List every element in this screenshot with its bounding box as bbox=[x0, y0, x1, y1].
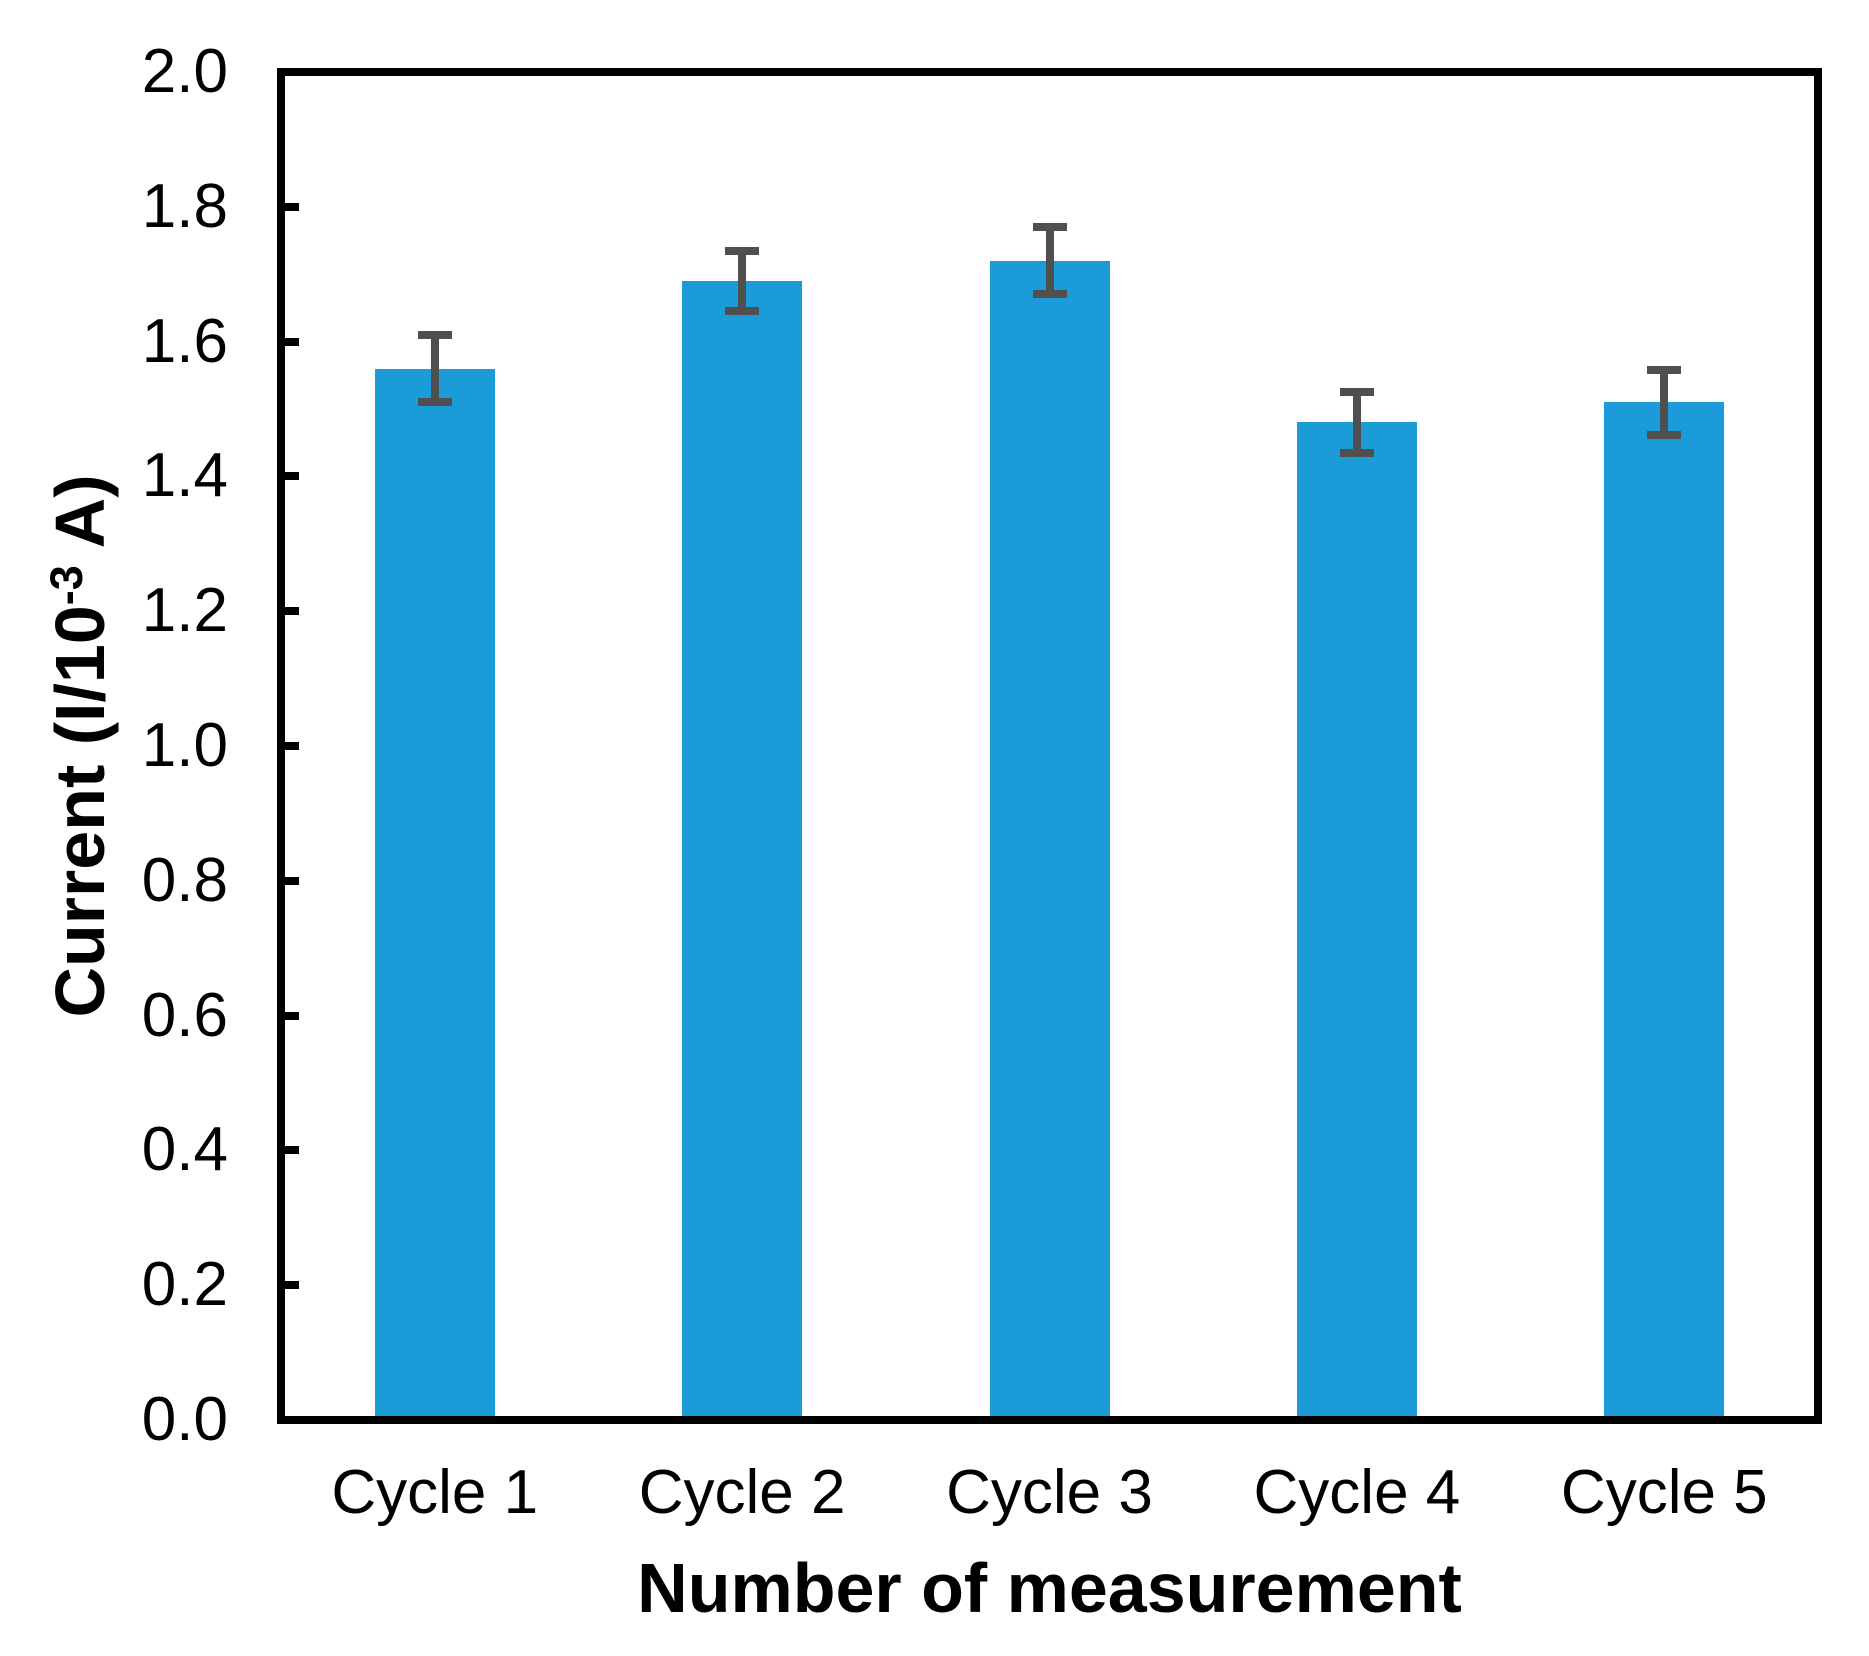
x-tick-label-cycle-1: Cycle 1 bbox=[331, 1458, 539, 1527]
bar-cycle-3 bbox=[989, 260, 1110, 1420]
y-tick-label-1.0: 1.0 bbox=[141, 711, 228, 780]
y-axis-tick-mark bbox=[285, 1011, 299, 1020]
error-bar-cap-bottom bbox=[1647, 430, 1682, 439]
error-bar-cap-top bbox=[725, 246, 760, 255]
error-bar-cap-bottom bbox=[1032, 290, 1067, 299]
x-axis-title: Number of measurement bbox=[637, 1549, 1462, 1627]
error-bar-cap-bottom bbox=[417, 398, 452, 407]
x-tick-label-cycle-4: Cycle 4 bbox=[1253, 1458, 1461, 1527]
y-tick-label-1.6: 1.6 bbox=[141, 306, 228, 376]
x-tick-label-cycle-5: Cycle 5 bbox=[1560, 1458, 1768, 1527]
y-tick-label-1.8: 1.8 bbox=[141, 171, 228, 241]
bar-cycle-2 bbox=[682, 280, 803, 1420]
y-tick-label-0.6: 0.6 bbox=[141, 980, 228, 1050]
y-tick-label-0.8: 0.8 bbox=[141, 845, 228, 915]
y-axis-tick-mark bbox=[285, 1146, 299, 1155]
error-bar-cap-top bbox=[1339, 388, 1374, 397]
error-bar-cap-bottom bbox=[1339, 448, 1374, 457]
y-axis-title-prefix: Current (I/10 bbox=[41, 605, 119, 1018]
y-tick-label-1.2: 1.2 bbox=[141, 576, 228, 646]
y-tick-label-2.0: 2.0 bbox=[141, 37, 228, 106]
y-axis-tick-mark bbox=[285, 876, 299, 885]
error-bar-line bbox=[430, 334, 439, 403]
y-tick-label-0.2: 0.2 bbox=[141, 1250, 228, 1320]
bar-cycle-4 bbox=[1296, 422, 1417, 1420]
plot-area bbox=[281, 72, 1818, 1420]
x-tick-label-cycle-3: Cycle 3 bbox=[946, 1458, 1153, 1527]
error-bar-line bbox=[1352, 392, 1361, 453]
error-bar-cap-top bbox=[1032, 223, 1067, 232]
y-axis-tick-mark bbox=[285, 202, 299, 211]
y-axis-tick-mark bbox=[285, 742, 299, 750]
y-tick-label-1.4: 1.4 bbox=[141, 441, 228, 511]
error-bar-line bbox=[1045, 227, 1054, 295]
bar-cycle-1 bbox=[374, 368, 495, 1420]
y-axis-tick-mark bbox=[285, 472, 299, 481]
error-bar-cap-top bbox=[1647, 365, 1682, 374]
error-bar-cap-bottom bbox=[725, 307, 760, 316]
y-axis-tick-mark bbox=[285, 1281, 299, 1290]
bar-cycle-5 bbox=[1604, 402, 1725, 1420]
error-bar-line bbox=[1660, 369, 1669, 435]
error-bar-line bbox=[738, 250, 747, 312]
x-tick-label-cycle-2: Cycle 2 bbox=[638, 1458, 846, 1527]
y-axis-tick-mark bbox=[285, 337, 299, 346]
y-axis-tick-mark bbox=[285, 607, 299, 616]
y-tick-label-0.0: 0.0 bbox=[141, 1385, 228, 1454]
error-bar-cap-top bbox=[417, 330, 452, 339]
y-tick-label-0.4: 0.4 bbox=[141, 1115, 228, 1185]
